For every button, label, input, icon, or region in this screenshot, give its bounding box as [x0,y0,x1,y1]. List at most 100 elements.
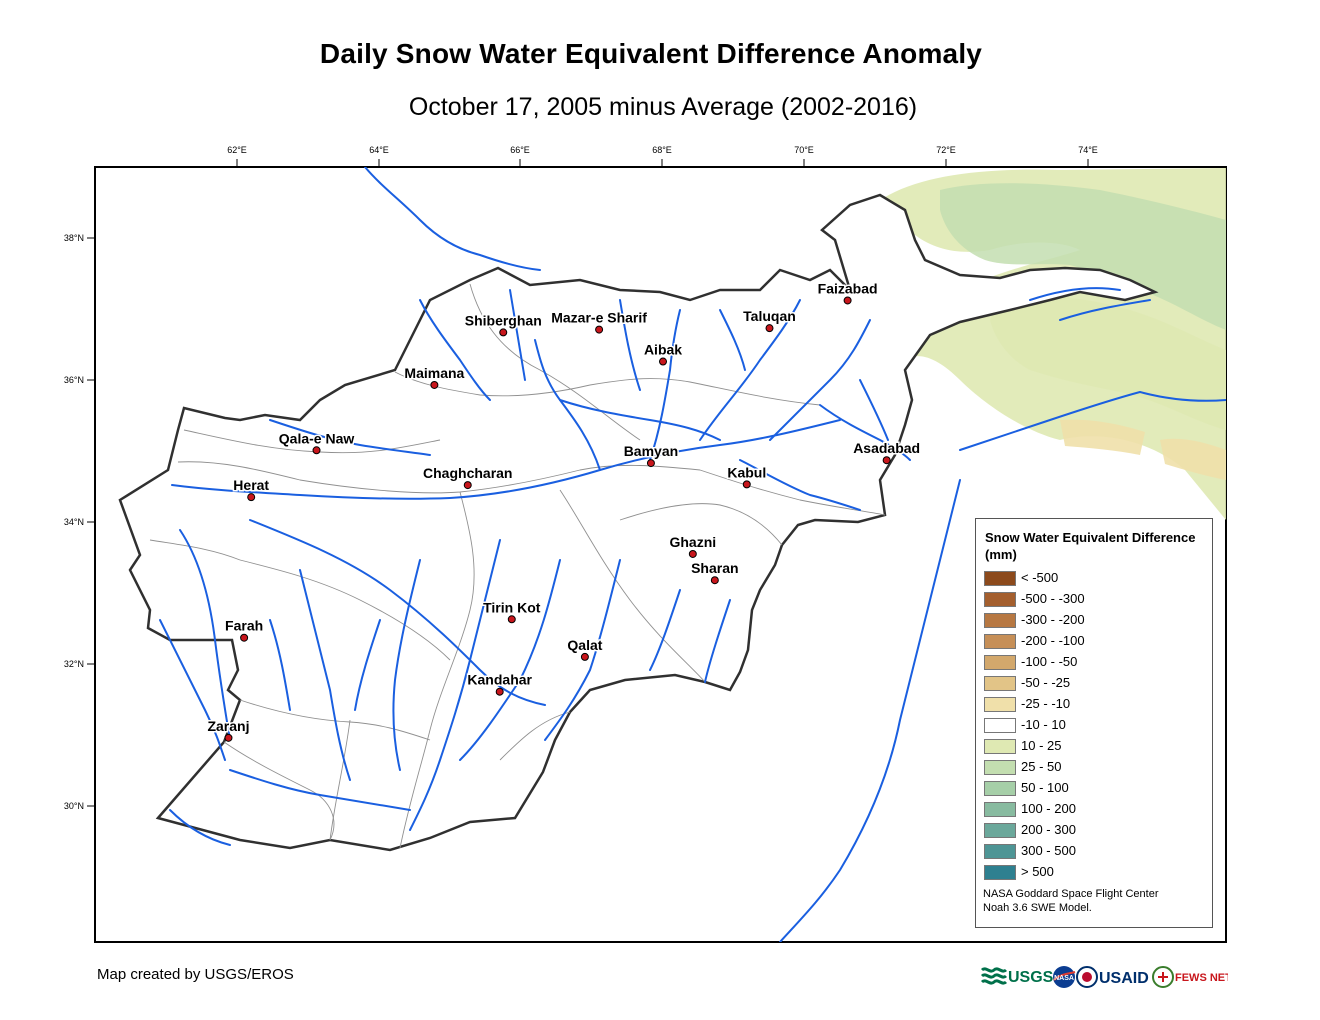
usgs-logo: USGS [980,967,1054,986]
legend-source: NASA Goddard Space Flight Center Noah 3.… [983,887,1158,915]
city-herat: Herat [232,476,271,502]
city-layer: Faizabad Shiberghan Mazar-e Sharif Taluqan A… [206,279,922,742]
city-marker [688,549,697,558]
lon-label-68: 68°E [652,145,672,155]
legend-item: -200 - -100 [984,632,1204,650]
legend-swatch [984,634,1016,649]
legend-swatch [984,655,1016,670]
city-bamyan: Bamyan [622,442,680,468]
legend-swatch [984,718,1016,733]
city-label: Tirin Kot [483,599,541,615]
city-taluqan: Taluqan [742,307,797,333]
city-faizabad: Faizabad [816,279,879,305]
legend-title: Snow Water Equivalent Difference (mm) [985,530,1196,562]
city-sharan: Sharan [690,559,740,585]
legend-swatch [984,613,1016,628]
city-aibak: Aibak [642,340,684,366]
legend-item: -300 - -200 [984,611,1204,629]
city-marker [430,380,439,389]
city-marker [312,446,321,455]
river-network [159,167,1226,942]
city-chaghcharan: Chaghcharan [422,464,514,490]
lon-label-66: 66°E [510,145,530,155]
legend-swatch [984,802,1016,817]
legend-swatch [984,823,1016,838]
city-label: Sharan [691,560,738,576]
city-label: Farah [225,618,263,634]
legend-swatch [984,739,1016,754]
map-credit: Map created by USGS/EROS [97,966,294,983]
legend-item: -100 - -50 [984,653,1204,671]
legend-swatch [984,781,1016,796]
legend-label: -50 - -25 [1021,675,1071,690]
legend-label: 100 - 200 [1021,801,1076,816]
usaid-logo: USAID [1076,966,1149,988]
legend-label: 300 - 500 [1021,843,1076,858]
city-farah: Farah [224,616,265,642]
city-marker [765,324,774,333]
latitude-labels: 38°N 36°N 34°N 32°N 30°N [64,233,84,811]
legend-swatch [984,592,1016,607]
city-marker [499,328,508,337]
legend-item: > 500 [984,863,1204,881]
city-kabul: Kabul [726,463,768,489]
city-marker [659,357,667,366]
city-qalat: Qalat [566,635,604,661]
city-ghazni: Ghazni [668,532,718,558]
legend-label: -500 - -300 [1021,591,1085,606]
lon-label-72: 72°E [936,145,956,155]
lat-label-30: 30°N [64,801,84,811]
city-label: Qala-e Naw [279,430,355,446]
city-label: Mazar-e Sharif [551,310,647,326]
city-label: Chaghcharan [423,465,512,481]
city-marker [595,325,604,334]
legend-label: -100 - -50 [1021,654,1078,669]
legend-item: 300 - 500 [984,842,1204,860]
city-label: Asadabad [853,440,920,456]
usaid-logo-text: USAID [1099,970,1149,987]
city-qala-e-naw: Qala-e Naw [277,429,356,455]
city-label: Ghazni [669,534,716,550]
map-title: Daily Snow Water Equivalent Difference A… [319,38,983,69]
partner-logos: USGS NASA USAID FEWS NET [980,966,1228,988]
legend-source-line1: NASA Goddard Space Flight Center [983,888,1159,900]
legend-swatch [984,697,1016,712]
lat-label-32: 32°N [64,659,84,669]
city-label: Maimana [404,365,464,381]
city-marker [495,687,504,696]
city-label: Kabul [727,464,766,480]
usgs-logo-text: USGS [1008,969,1054,986]
lon-label-74: 74°E [1078,145,1098,155]
nasa-logo: NASA [1053,966,1076,988]
afghanistan-outline [118,193,1159,852]
city-marker [240,633,249,642]
city-label: Herat [233,477,269,493]
lat-label-38: 38°N [64,233,84,243]
nasa-logo-text: NASA [1054,975,1074,982]
city-marker [463,481,472,490]
city-marker [843,296,852,305]
city-label: Kandahar [467,672,532,688]
city-zaranj: Zaranj [206,716,251,742]
city-label: Faizabad [818,280,878,296]
legend-swatch [984,865,1016,880]
city-kandahar: Kandahar [466,670,534,696]
city-tirin-kot: Tirin Kot [482,598,542,624]
legend-label: 10 - 25 [1021,738,1062,753]
legend-label: -300 - -200 [1021,612,1085,627]
legend-item: 10 - 25 [984,737,1204,755]
longitude-labels: 62°E 64°E 66°E 68°E 70°E 72°E 74°E [227,145,1098,155]
legend-panel: Snow Water Equivalent Difference (mm) < … [975,518,1213,928]
legend-item: -500 - -300 [984,590,1204,608]
legend-item: 200 - 300 [984,821,1204,839]
legend-label: -200 - -100 [1021,633,1085,648]
city-label: Qalat [567,637,602,653]
legend-swatch [984,844,1016,859]
map-subtitle: October 17, 2005 minus Average (2002-201… [408,93,918,121]
legend-item: -50 - -25 [984,674,1204,692]
graticule-marks [87,159,1089,807]
legend-label: > 500 [1021,864,1054,879]
city-maimana: Maimana [403,363,466,389]
lat-label-36: 36°N [64,375,84,385]
lon-label-70: 70°E [794,145,814,155]
